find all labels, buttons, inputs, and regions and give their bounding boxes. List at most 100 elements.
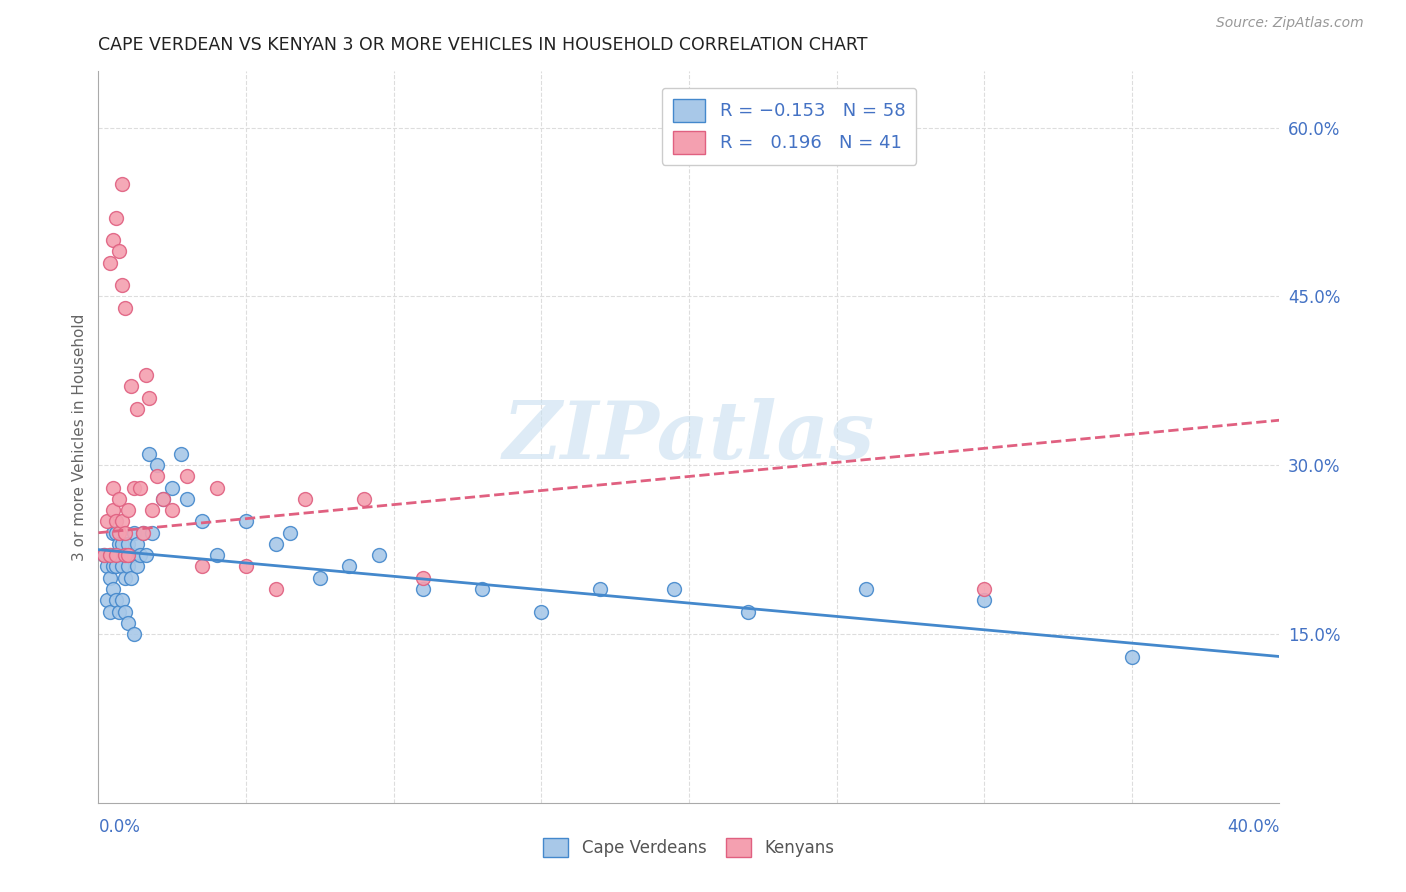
Point <box>162 481 183 495</box>
Point <box>205 548 228 562</box>
Point <box>973 582 995 596</box>
Point <box>138 391 160 405</box>
Point <box>191 515 214 529</box>
Point <box>235 559 257 574</box>
Point <box>108 525 131 540</box>
Point <box>114 605 136 619</box>
Point <box>973 593 995 607</box>
Point <box>146 469 169 483</box>
Point <box>471 582 494 596</box>
Point <box>117 559 139 574</box>
Point <box>128 548 150 562</box>
Point <box>98 548 121 562</box>
Point <box>162 503 183 517</box>
Point <box>96 559 118 574</box>
Point <box>135 368 157 383</box>
Point <box>264 582 287 596</box>
Point <box>105 548 128 562</box>
Point <box>105 211 128 225</box>
Point <box>108 548 131 562</box>
Point <box>264 537 287 551</box>
Point <box>125 401 148 416</box>
Point <box>117 615 139 630</box>
Point <box>108 605 131 619</box>
Point <box>103 503 125 517</box>
Point <box>114 571 136 585</box>
Point <box>111 278 134 293</box>
Point <box>108 491 131 506</box>
Point <box>855 582 877 596</box>
Point <box>368 548 391 562</box>
Point <box>737 605 759 619</box>
Point <box>108 537 131 551</box>
Point <box>98 548 121 562</box>
Point <box>93 548 115 562</box>
Point <box>96 593 118 607</box>
Point <box>96 515 118 529</box>
Point <box>105 515 128 529</box>
Point <box>125 537 148 551</box>
Point <box>98 255 121 269</box>
Point <box>205 481 228 495</box>
Legend: Cape Verdeans, Kenyans: Cape Verdeans, Kenyans <box>537 831 841 864</box>
Point <box>141 503 163 517</box>
Point <box>135 548 157 562</box>
Point <box>105 525 128 540</box>
Text: CAPE VERDEAN VS KENYAN 3 OR MORE VEHICLES IN HOUSEHOLD CORRELATION CHART: CAPE VERDEAN VS KENYAN 3 OR MORE VEHICLE… <box>98 36 868 54</box>
Text: 0.0%: 0.0% <box>98 818 141 836</box>
Text: 40.0%: 40.0% <box>1227 818 1279 836</box>
Point <box>146 458 169 473</box>
Point <box>114 525 136 540</box>
Point <box>122 548 145 562</box>
Point <box>120 571 142 585</box>
Point <box>176 491 198 506</box>
Point <box>111 559 134 574</box>
Point <box>98 571 121 585</box>
Point <box>412 571 434 585</box>
Point <box>309 571 332 585</box>
Point <box>1121 649 1143 664</box>
Point <box>117 537 139 551</box>
Point <box>117 548 139 562</box>
Point <box>664 582 686 596</box>
Point <box>353 491 375 506</box>
Point <box>114 548 136 562</box>
Point <box>176 469 198 483</box>
Point <box>117 503 139 517</box>
Point <box>191 559 214 574</box>
Point <box>103 559 125 574</box>
Point <box>122 525 145 540</box>
Point <box>114 301 136 315</box>
Point <box>93 548 115 562</box>
Point <box>105 548 128 562</box>
Point <box>128 481 150 495</box>
Point <box>122 481 145 495</box>
Point <box>278 525 302 540</box>
Point <box>294 491 316 506</box>
Point <box>589 582 612 596</box>
Point <box>105 593 128 607</box>
Point <box>141 525 163 540</box>
Point <box>235 515 257 529</box>
Point <box>114 548 136 562</box>
Point <box>111 177 134 191</box>
Point <box>108 244 131 259</box>
Point <box>103 233 125 247</box>
Point <box>111 537 134 551</box>
Point <box>132 525 155 540</box>
Point <box>530 605 553 619</box>
Text: Source: ZipAtlas.com: Source: ZipAtlas.com <box>1216 16 1364 29</box>
Point <box>103 582 125 596</box>
Y-axis label: 3 or more Vehicles in Household: 3 or more Vehicles in Household <box>72 313 87 561</box>
Point <box>105 559 128 574</box>
Point <box>170 447 193 461</box>
Point <box>138 447 160 461</box>
Point <box>125 559 148 574</box>
Point <box>122 627 145 641</box>
Point <box>111 593 134 607</box>
Point <box>132 525 155 540</box>
Point <box>412 582 434 596</box>
Point <box>120 379 142 393</box>
Point <box>152 491 174 506</box>
Text: ZIPatlas: ZIPatlas <box>503 399 875 475</box>
